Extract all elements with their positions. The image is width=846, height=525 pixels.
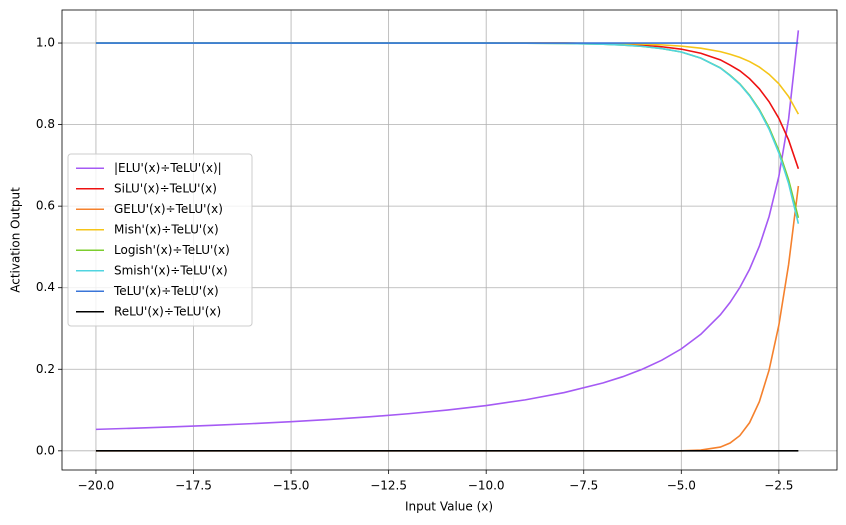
plot-frame [61,9,838,471]
legend-label: Logish'(x)÷TeLU'(x) [114,243,230,257]
y-tick-label: 0.4 [36,280,55,294]
x-tick-label: −10.0 [468,479,505,493]
x-tick-label: −15.0 [273,479,310,493]
x-tick-label: −7.5 [569,479,598,493]
x-tick-label: −5.0 [667,479,696,493]
y-tick-label: 0.2 [36,362,55,376]
legend-label: ReLU'(x)÷TeLU'(x) [114,304,221,318]
x-axis-label: Input Value (x) [405,500,493,514]
legend-label: |ELU'(x)÷TeLU'(x)| [114,161,222,175]
x-tick-label: −12.5 [370,479,407,493]
x-tick-label: −17.5 [175,479,212,493]
x-tick-label: −20.0 [78,479,115,493]
x-tick-label: −2.5 [764,479,793,493]
line [95,42,800,115]
y-tick-label: 0.0 [36,443,55,457]
y-tick-label: 0.8 [36,117,55,131]
legend-label: SiLU'(x)÷TeLU'(x) [114,181,217,195]
y-axis-label: Activation Output [9,187,23,293]
line [95,42,800,170]
legend-label: Smish'(x)÷TeLU'(x) [114,263,228,277]
y-tick-label: 0.6 [36,199,55,213]
legend-label: TeLU'(x)÷TeLU'(x) [113,284,219,298]
legend-label: GELU'(x)÷TeLU'(x) [114,202,223,216]
line [95,30,800,431]
y-tick-label: 1.0 [36,36,55,50]
legend-label: Mish'(x)÷TeLU'(x) [114,222,219,236]
legend-box [67,153,253,327]
